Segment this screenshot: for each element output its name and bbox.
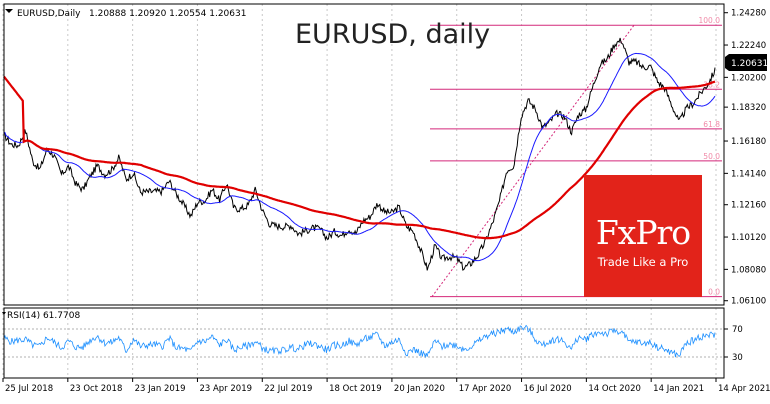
ohlc-values: 1.20888 1.20920 1.20554 1.20631 xyxy=(89,9,246,19)
ma50-line xyxy=(3,52,716,262)
y-tick-label: 1.12160 xyxy=(731,201,766,211)
fibonacci-level-label: 38.2 xyxy=(703,80,720,89)
fibonacci-level-label: 50.0 xyxy=(703,152,720,161)
y-tick-label: 1.10120 xyxy=(731,233,766,243)
last-price-value: 1.20631 xyxy=(731,59,768,69)
x-tick-label: 14 Apr 2021 xyxy=(718,384,770,394)
x-tick-label: 23 Apr 2019 xyxy=(199,384,252,394)
y-tick-label: 1.06100 xyxy=(731,297,766,307)
x-tick-label: 23 Oct 2018 xyxy=(70,384,123,394)
fibonacci-level-labels: 100.0 38.2 61.8 50.0 0.0 xyxy=(699,16,721,296)
y-tick-label: 1.14140 xyxy=(731,169,766,179)
rsi-axis: 70 30 xyxy=(724,325,743,363)
fibonacci-trendline xyxy=(431,24,635,297)
y-tick-label: 1.24280 xyxy=(731,9,766,19)
y-tick-label: 1.22240 xyxy=(731,41,766,51)
x-tick-label: 16 Jul 2020 xyxy=(524,384,572,394)
fibonacci-level-label: 61.8 xyxy=(703,120,720,129)
rsi-line xyxy=(3,324,716,359)
rsi-panel xyxy=(3,324,724,359)
fxpro-tagline: Trade Like a Pro xyxy=(597,255,689,269)
dropdown-triangle-icon[interactable] xyxy=(5,9,13,13)
main-plot-border xyxy=(3,3,725,306)
symbol-label: EURUSD,Daily xyxy=(17,9,81,19)
x-tick-label: 23 Jan 2019 xyxy=(135,384,186,394)
rsi-y-tick-label: 70 xyxy=(732,325,743,335)
rsi-label: RSI(14) 61.7708 xyxy=(7,311,80,321)
chart-watermark-title: EURUSD, daily xyxy=(295,19,490,50)
y-tick-label: 1.18320 xyxy=(731,103,766,113)
x-tick-label: 14 Oct 2020 xyxy=(588,384,641,394)
x-tick-label: 20 Jan 2020 xyxy=(394,384,445,394)
fibonacci-level-label: 0.0 xyxy=(708,288,720,297)
x-tick-label: 14 Jan 2021 xyxy=(653,384,704,394)
price-series xyxy=(3,37,716,271)
rsi-dropdown-triangle-icon xyxy=(2,312,6,315)
x-tick-label: 17 Apr 2020 xyxy=(459,384,512,394)
y-tick-label: 1.20200 xyxy=(731,73,766,83)
last-price-badge: 1.20631 xyxy=(725,54,768,71)
ma200-line xyxy=(3,75,716,240)
time-axis: 25 Jul 2018 23 Oct 2018 23 Jan 2019 23 Apr … xyxy=(2,378,770,394)
y-tick-label: 1.16180 xyxy=(731,137,766,147)
y-tick-label: 1.08080 xyxy=(731,265,766,275)
fibonacci-level-label: 100.0 xyxy=(699,16,721,25)
x-tick-label: 18 Oct 2019 xyxy=(329,384,382,394)
rsi-y-tick-label: 30 xyxy=(732,353,743,363)
fxpro-logo-text: FxPro xyxy=(595,213,691,252)
rsi-plot-border xyxy=(3,307,725,379)
x-tick-label: 25 Jul 2018 xyxy=(5,384,53,394)
fxpro-logo: FxPro Trade Like a Pro xyxy=(584,175,702,297)
x-tick-label: 22 Jul 2019 xyxy=(264,384,312,394)
chart-frame xyxy=(3,3,725,379)
price-axis: 1.24280 1.22240 1.20200 1.18320 1.16180 1.141… xyxy=(724,9,766,307)
